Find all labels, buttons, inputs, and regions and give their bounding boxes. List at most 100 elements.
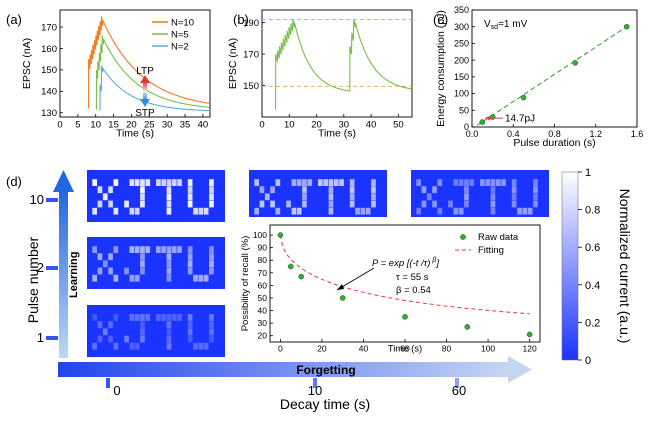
pattern-pixel: [140, 314, 145, 321]
x-tick-label: 100: [481, 344, 495, 354]
learning-arrow-head: [53, 170, 74, 192]
pattern-pixel: [426, 193, 432, 201]
pattern-pixel: [355, 207, 360, 215]
pattern-pixel: [259, 186, 265, 194]
colorbar-label: Normalized current (a.u.): [617, 189, 633, 344]
panel-label-c: (c): [433, 12, 448, 27]
pattern-pixel: [209, 321, 214, 329]
pattern-pixel: [302, 186, 307, 194]
pattern-pixel: [166, 246, 172, 253]
x-tick-label: 40: [198, 120, 209, 131]
pattern-pixel: [140, 179, 145, 186]
recall-inset-chart: 0 20 40 60 80 100 120 20 30 40 50 60 70 80 90 100 Time (…: [240, 224, 541, 355]
pattern-pixel: [349, 200, 355, 208]
pattern-pixel: [92, 246, 97, 253]
pulse-tick-10: [46, 198, 58, 202]
pattern-pixel: [140, 267, 145, 275]
pattern-pixel: [92, 274, 97, 282]
pattern-pixel: [187, 193, 193, 201]
decay-time-title: Decay time (s): [280, 396, 370, 412]
decay-label-0: 0: [113, 383, 120, 398]
pattern-pixel: [108, 186, 113, 194]
ltp-label: LTP: [136, 66, 154, 77]
pattern-pixel: [302, 200, 307, 208]
x-tick-label: 20: [311, 120, 322, 131]
x-tick-label: 0: [259, 120, 264, 131]
y-tick-label: 70: [258, 268, 268, 278]
formula: P = exp [(-t /τ) β]: [372, 257, 439, 269]
x-tick-label: 10: [284, 120, 295, 131]
x-tick-label: 30: [339, 120, 350, 131]
pattern-pixel: [92, 207, 97, 215]
pattern-pixel: [140, 321, 145, 329]
pattern-pixel: [209, 193, 214, 201]
learning-arrow-shaft: [59, 190, 68, 358]
pattern-pixel: [108, 335, 113, 343]
x-tick-label: 1.2: [589, 129, 602, 139]
pattern-pixel: [485, 179, 490, 186]
forgetting-arrow-shaft: [58, 362, 510, 377]
x-tick-label: 0.8: [548, 129, 561, 139]
legend-label-N=5: N=5: [171, 30, 189, 41]
pattern-pixel: [166, 274, 172, 282]
pattern-pixel: [102, 260, 108, 268]
pattern-pixel: [97, 253, 103, 261]
series-line-N=2: [99, 65, 210, 112]
recall-point: [339, 295, 346, 301]
min-energy-arrowhead: [485, 115, 491, 121]
inset-background: [236, 217, 555, 355]
formula-pointer-head: [337, 284, 344, 290]
pulse-number-title: Pulse number: [25, 236, 41, 323]
pattern-pixel: [140, 260, 145, 268]
pattern-pixel: [533, 186, 538, 194]
pattern-pixel: [129, 179, 135, 186]
legend-label-raw: Raw data: [478, 232, 519, 243]
pattern-pixel: [371, 179, 376, 186]
colorbar-tick-label: 0.8: [585, 205, 600, 217]
pattern-pixel: [490, 207, 496, 215]
pattern-pixel: [254, 207, 259, 215]
x-tick-label: 40: [366, 120, 377, 131]
pattern-pixel: [469, 179, 475, 186]
pattern-pixel: [209, 328, 214, 336]
pattern-pixel: [193, 274, 198, 282]
pattern-pixel: [161, 246, 166, 253]
pattern-pixel: [464, 186, 469, 194]
pattern-pixel: [490, 193, 496, 201]
pattern-pixel: [527, 207, 533, 215]
y-tick-label: 150: [454, 72, 469, 82]
pattern-tile: [411, 170, 549, 222]
pattern-pixel: [187, 246, 193, 253]
pattern-pixel: [140, 335, 145, 343]
pattern-pixel: [209, 179, 214, 186]
pattern-pixel: [97, 186, 103, 194]
pattern-pixel: [209, 260, 214, 268]
x-tick-label: 80: [442, 344, 452, 354]
pattern-pixel: [349, 193, 355, 201]
pattern-pixel: [490, 179, 496, 186]
pattern-pixel: [533, 193, 538, 201]
pattern-pixel: [318, 179, 323, 186]
pattern-pixel: [209, 253, 214, 261]
pattern-pixel: [328, 193, 334, 201]
pattern-pixel: [166, 179, 172, 186]
plot-frame: [261, 9, 413, 118]
pattern-pixel: [134, 342, 140, 350]
pattern-pixel: [448, 200, 453, 208]
pattern-pixel: [108, 267, 113, 275]
pattern-pixel: [102, 193, 108, 201]
data-point: [623, 23, 630, 30]
x-tick-label: 40: [359, 344, 369, 354]
pattern-pixel: [464, 200, 469, 208]
pattern-pixel: [522, 207, 528, 215]
x-tick-label: 60: [400, 344, 410, 354]
pattern-pixel: [97, 335, 103, 343]
pattern-pixel: [145, 314, 151, 321]
y-tick-label: 150: [41, 65, 57, 76]
series-line-N=10: [88, 16, 211, 109]
pattern-pixel: [307, 179, 313, 186]
pattern-pixel: [437, 179, 443, 186]
pattern-pixel: [328, 207, 334, 215]
pattern-pixel: [198, 342, 204, 350]
y-tick-label: 50: [258, 293, 268, 303]
